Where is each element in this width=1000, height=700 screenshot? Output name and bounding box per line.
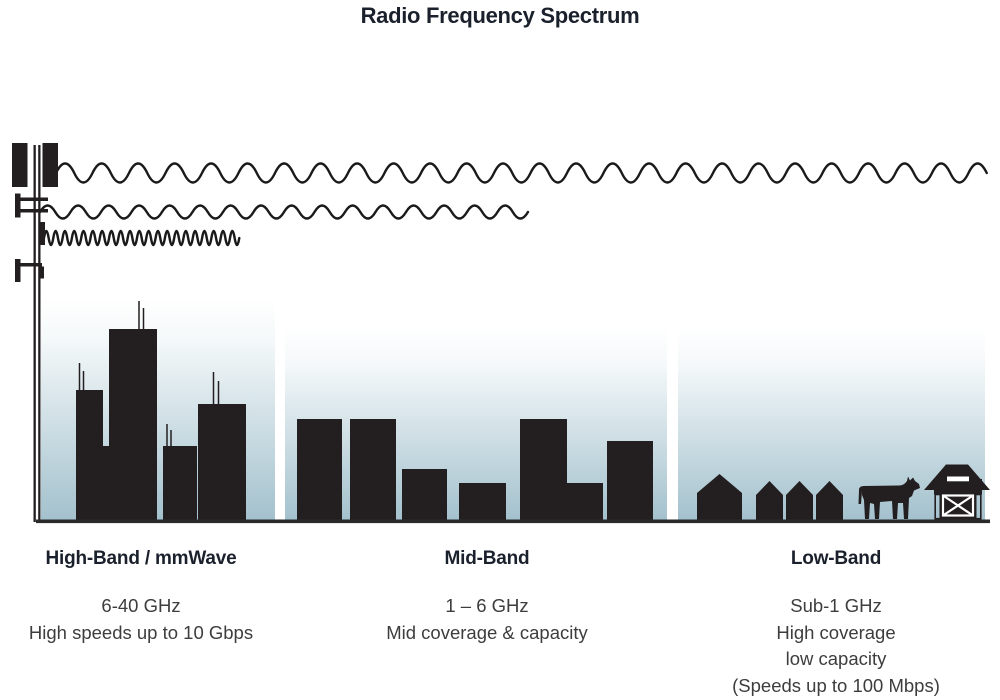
high-band-heading: High-Band / mmWave — [45, 548, 237, 569]
barn-icon — [924, 464, 990, 520]
mid-band-spec-line: 1 – 6 GHz — [445, 595, 529, 616]
cell-tower-icon — [12, 143, 58, 522]
low-band-spec-line: High coverage — [776, 621, 896, 643]
house-icon — [816, 481, 843, 521]
mid-band-label: Mid-Band 1 – 6 GHz Mid coverage & capaci… — [327, 548, 647, 646]
high-band-spec-line: High speeds up to 10 Gbps — [28, 621, 254, 643]
mid-band-heading: Mid-Band — [444, 548, 530, 569]
low-band-countryside — [697, 464, 990, 521]
high-band-label: High-Band / mmWave 6-40 GHz High speeds … — [0, 548, 301, 646]
cow-icon — [858, 476, 920, 519]
high-band-specs: 6-40 GHz High speeds up to 10 Gbps — [0, 593, 301, 646]
low-band-spec-line: low capacity — [785, 648, 887, 669]
low-band-wave-icon — [54, 162, 988, 184]
ground-line — [36, 519, 990, 524]
low-band-spec-line: (Speeds up to 100 Mbps) — [732, 674, 940, 696]
low-band-heading: Low-Band — [790, 548, 882, 569]
page-title: Radio Frequency Spectrum — [360, 3, 640, 28]
house-icon — [697, 474, 742, 521]
mid-band-spec-line: Mid coverage & capacity — [386, 621, 588, 643]
mid-band-specs: 1 – 6 GHz Mid coverage & capacity — [327, 593, 647, 646]
low-band-spec-line: Sub-1 GHz — [790, 595, 882, 616]
high-band-wave-icon — [42, 229, 241, 247]
house-icon — [756, 481, 783, 521]
high-band-spec-line: 6-40 GHz — [101, 595, 181, 616]
high-band-city — [76, 301, 246, 521]
low-band-specs: Sub-1 GHz High coverage low capacity (Sp… — [676, 593, 996, 699]
low-band-label: Low-Band Sub-1 GHz High coverage low cap… — [676, 548, 996, 699]
mid-band-town — [297, 419, 653, 521]
mid-band-wave-icon — [38, 204, 530, 220]
house-icon — [786, 481, 813, 521]
